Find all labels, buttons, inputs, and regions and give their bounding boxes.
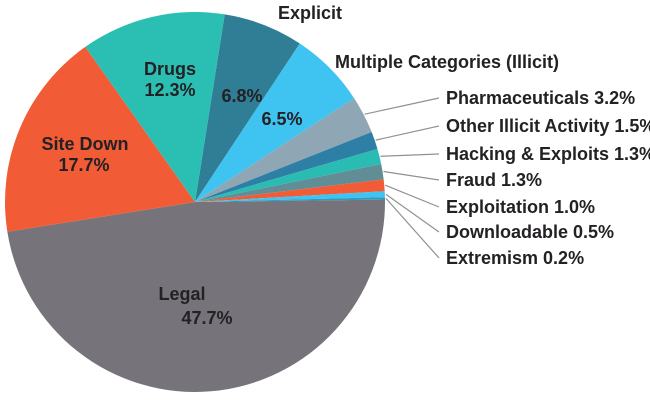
slice-label-extremism-name-value: Extremism 0.2% <box>446 248 584 268</box>
slice-label-fraud-name-value: Fraud 1.3% <box>446 170 542 190</box>
pie-slice-hacking-and-exploits <box>195 148 382 202</box>
pie-slice-multiple-categories-illicit <box>195 43 355 202</box>
slice-label-explicit-name: Explicit <box>278 3 342 23</box>
pie-slice-explicit <box>195 14 300 203</box>
pie-slice-drugs <box>85 12 225 203</box>
slice-label-drugs-name: Drugs <box>144 59 196 79</box>
slice-label-multiple-categories-illicit-name: Multiple Categories (Illicit) <box>335 52 559 72</box>
slice-label-hacking-and-exploits-name-value: Hacking & Exploits 1.3% <box>446 144 650 164</box>
pie-slice-other-illicit-activity <box>195 132 378 202</box>
slice-label-other-illicit-activity-name-value: Other Illicit Activity 1.5% <box>446 116 650 136</box>
slice-label-site-down-name: Site Down <box>41 134 128 154</box>
slice-label-pharmaceuticals-name-value: Pharmaceuticals 3.2% <box>446 88 635 108</box>
slice-label-multiple-categories-illicit-value: 6.5% <box>261 109 302 129</box>
slice-label-drugs-value: 12.3% <box>144 80 195 100</box>
leader-lines-group <box>364 97 440 259</box>
pie-slice-site-down <box>5 46 195 232</box>
leader-line-downloadable <box>385 193 440 233</box>
slice-label-explicit-value: 6.8% <box>221 86 262 106</box>
leader-line-fraud <box>383 170 440 181</box>
leader-line-exploitation <box>385 184 440 208</box>
pie-slice-pharmaceuticals <box>195 98 372 202</box>
slice-label-site-down-value: 17.7% <box>58 155 109 175</box>
slice-label-downloadable-name-value: Downloadable 0.5% <box>446 222 614 242</box>
pie-slice-legal <box>7 199 385 392</box>
pie-slice-extremism <box>195 197 385 202</box>
leader-line-hacking-and-exploits <box>380 153 440 157</box>
pie-slices-group <box>5 12 385 392</box>
leader-line-other-illicit-activity <box>375 125 440 141</box>
pie-slice-exploitation <box>195 179 385 202</box>
pie-slice-downloadable <box>195 191 385 202</box>
chart-labels-group: Explicit 6.8% Multiple Categories (Illicit… <box>41 3 650 328</box>
leader-line-pharmaceuticals <box>364 97 440 115</box>
slice-label-legal-name: Legal <box>158 284 205 304</box>
leader-line-extremism <box>385 198 440 259</box>
slice-label-legal-value: 47.7% <box>181 308 232 328</box>
pie-slice-fraud <box>195 164 384 202</box>
slice-label-exploitation-name-value: Exploitation 1.0% <box>446 197 595 217</box>
